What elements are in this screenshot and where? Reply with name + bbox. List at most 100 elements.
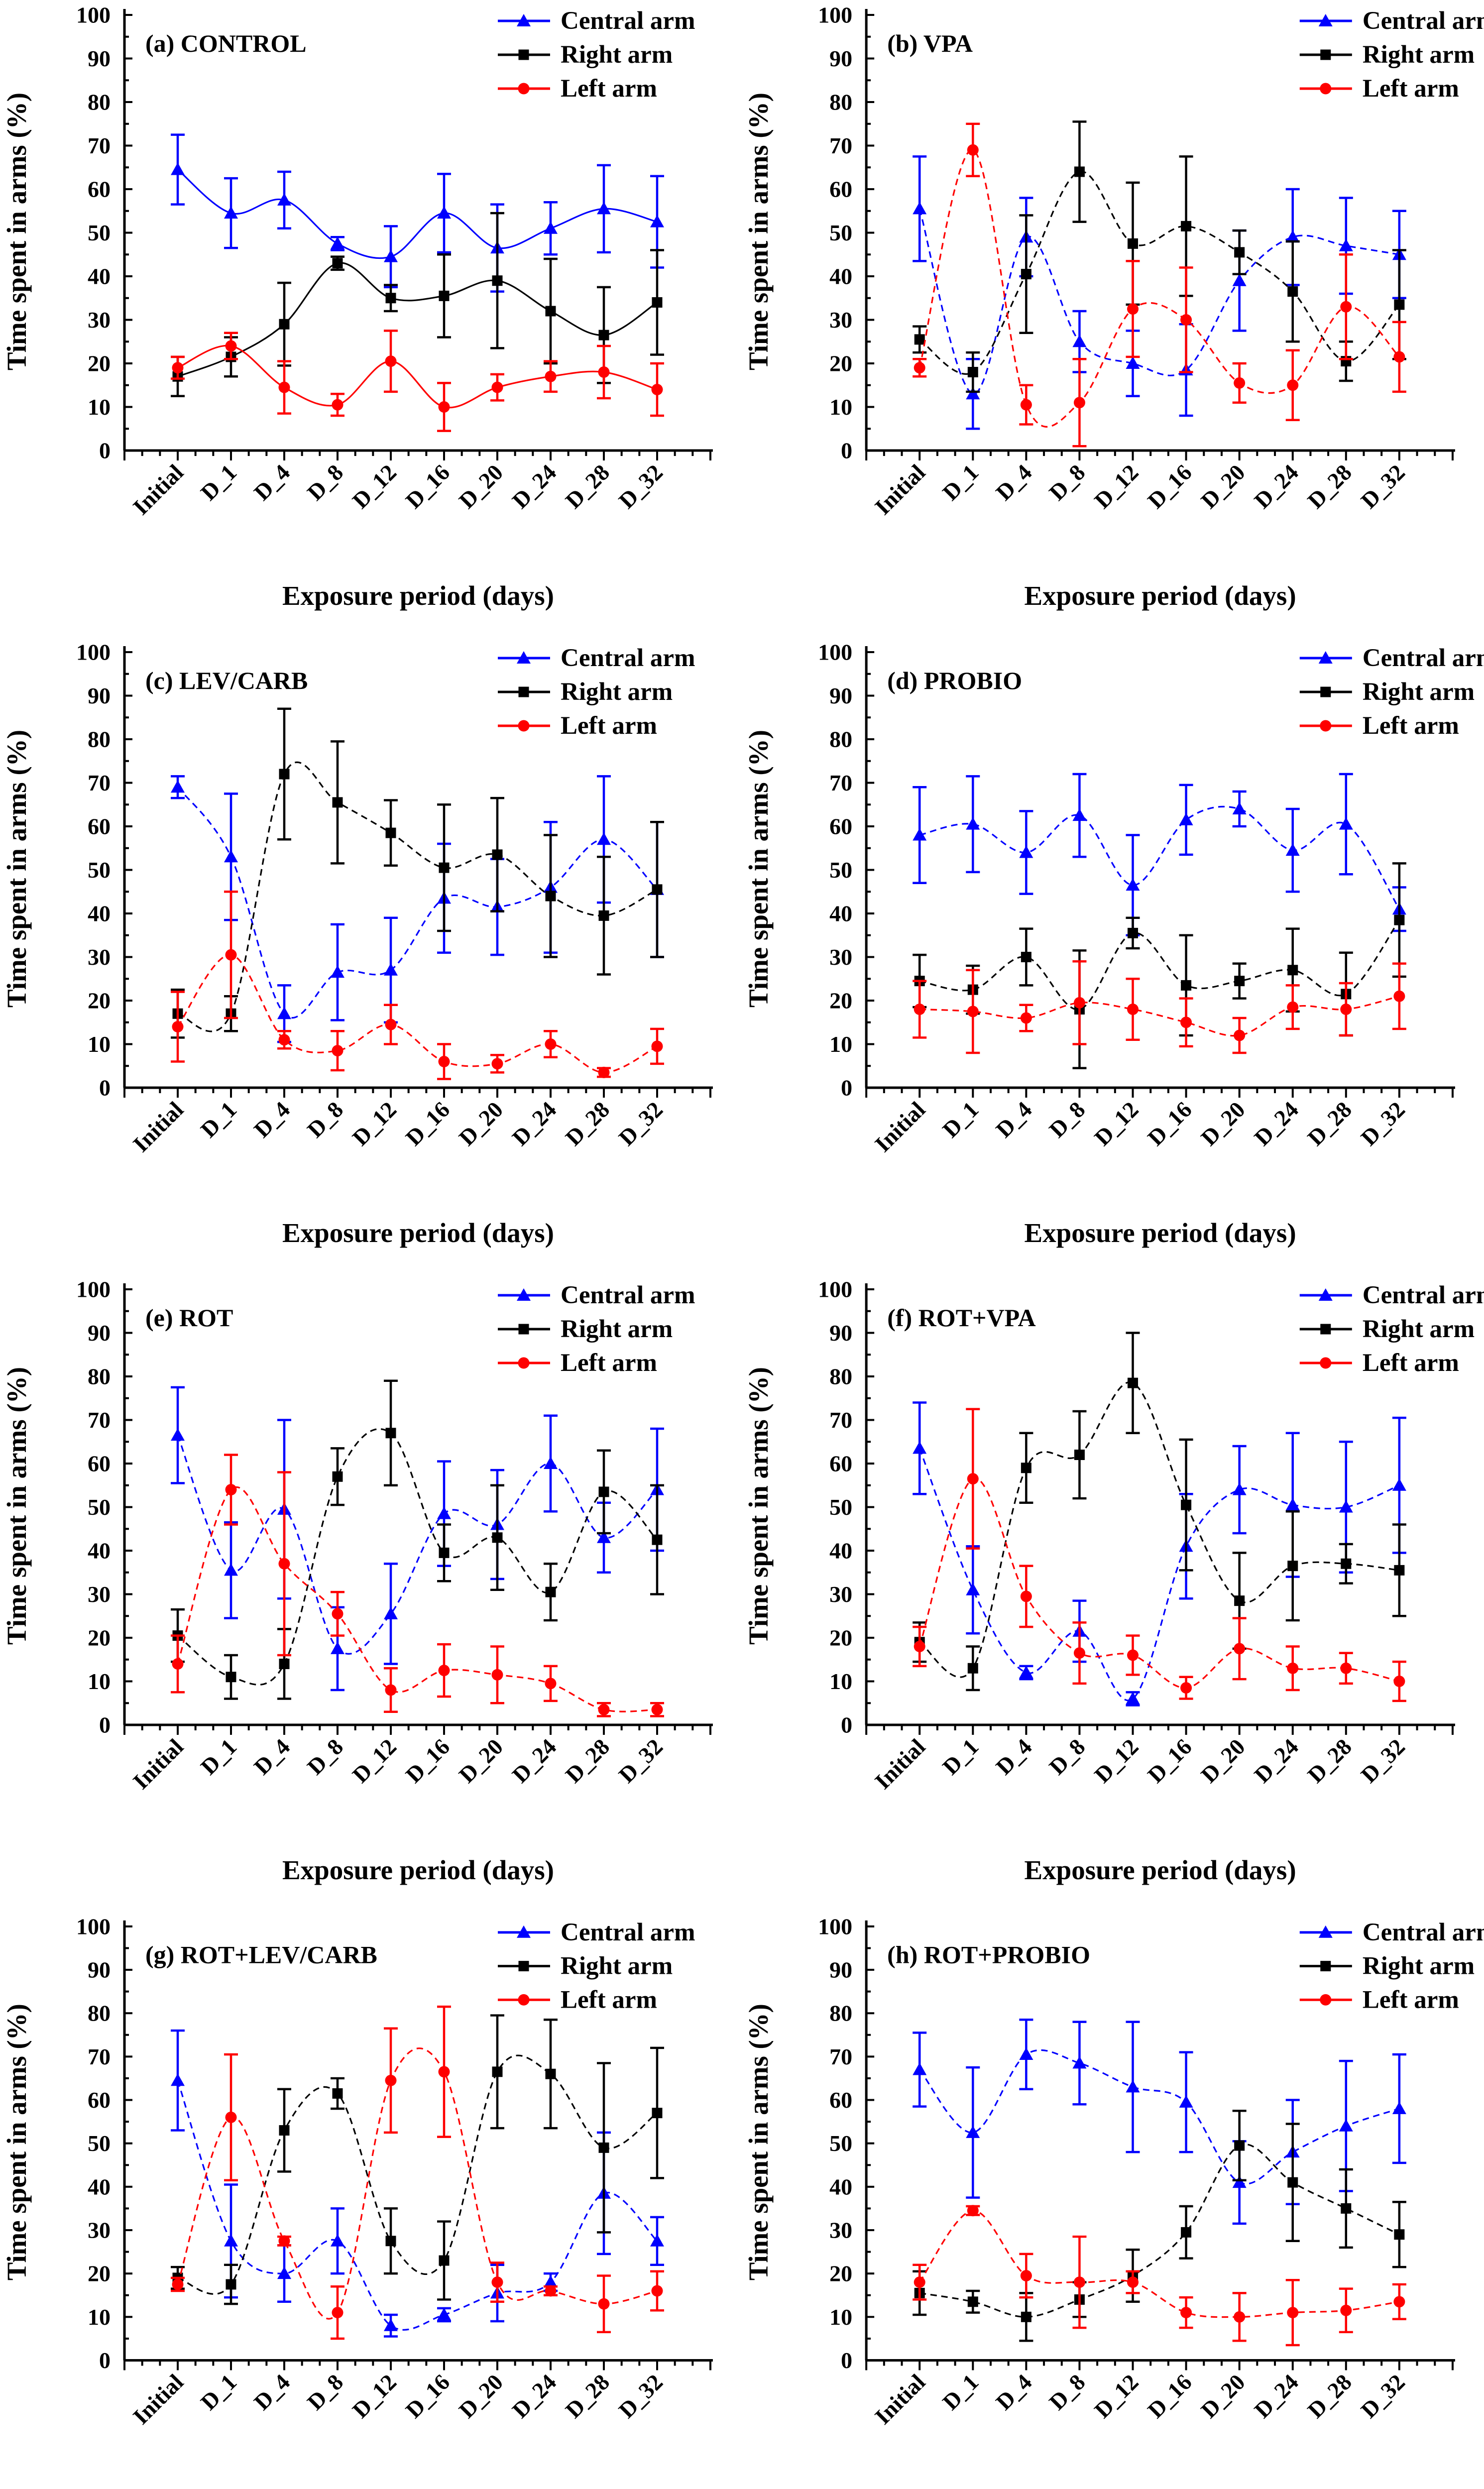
x-axis-title: Exposure period (days) xyxy=(282,1855,554,1885)
y-tick-label: 10 xyxy=(829,2304,852,2330)
data-point-triangle-icon xyxy=(1285,1498,1300,1511)
y-tick-label: 10 xyxy=(88,2304,111,2330)
data-point-circle-icon xyxy=(1073,2276,1085,2288)
data-point-square-icon xyxy=(1021,952,1031,962)
data-point-square-icon xyxy=(1181,221,1192,231)
series-line xyxy=(918,1477,1400,1689)
markers xyxy=(171,780,664,1019)
error-bars xyxy=(913,773,1406,936)
data-point-triangle-icon xyxy=(331,1641,344,1654)
series-line xyxy=(177,262,658,377)
y-tick-label: 10 xyxy=(88,1669,111,1694)
data-point-triangle-icon xyxy=(171,1428,185,1441)
x-tick-labels: Initial D_1 D_4 D_8D_12D_16D_20D_24D_28D_32 xyxy=(128,459,668,520)
data-point-circle-icon xyxy=(491,1669,503,1681)
data-point-square-icon xyxy=(545,2068,556,2079)
y-tick-label: 0 xyxy=(841,2348,852,2373)
series-line xyxy=(919,2144,1400,2318)
data-point-square-icon xyxy=(439,862,450,873)
x-tick-label-d-24: D_24 xyxy=(507,459,561,513)
x-tick-label-d-20: D_20 xyxy=(454,1097,508,1150)
y-tick-label: 20 xyxy=(829,2261,852,2286)
x-tick-labels: Initial D_1 D_4 D_8D_12D_16D_20D_24D_28D_32 xyxy=(128,2369,668,2429)
data-point-square-icon xyxy=(1181,1499,1192,1510)
series-right-arm xyxy=(171,707,664,1039)
data-point-circle-icon xyxy=(1020,2270,1032,2281)
data-point-square-icon xyxy=(226,2279,236,2290)
y-tick-labels: 0 10 20 30 40 50 60 70 80 90 100 xyxy=(818,1914,852,2373)
legend-circle-icon xyxy=(518,83,530,95)
legend-triangle-icon xyxy=(1318,651,1333,664)
y-ticks xyxy=(124,14,132,452)
data-point-circle-icon xyxy=(1287,1001,1299,1013)
series-left-arm xyxy=(171,1454,664,1717)
data-point-square-icon xyxy=(967,1663,978,1674)
data-point-triangle-icon xyxy=(1339,2119,1353,2132)
legend-item-right-arm: Right arm xyxy=(498,1315,673,1343)
y-tick-label: 100 xyxy=(818,1277,852,1302)
data-point-circle-icon xyxy=(545,1038,557,1050)
data-point-circle-icon xyxy=(172,362,184,374)
y-tick-label: 30 xyxy=(88,2218,111,2243)
series-line xyxy=(177,1435,658,1655)
legend-label: Central arm xyxy=(1363,644,1484,672)
y-tick-label: 60 xyxy=(829,814,852,839)
data-point-square-icon xyxy=(545,306,556,317)
panel-label: (b) VPA xyxy=(887,29,973,57)
data-point-square-icon xyxy=(279,319,290,330)
data-point-triangle-icon xyxy=(1126,878,1140,891)
data-point-square-icon xyxy=(1234,247,1245,258)
y-tick-label: 100 xyxy=(76,2,111,28)
x-tick-label-d-16: D_16 xyxy=(401,1734,455,1788)
data-point-circle-icon xyxy=(225,1484,237,1495)
data-point-circle-icon xyxy=(913,362,925,374)
data-point-circle-icon xyxy=(1073,1647,1085,1659)
x-tick-label-d-1: D_1 xyxy=(937,1734,983,1780)
data-point-circle-icon xyxy=(491,2276,503,2288)
data-point-triangle-icon xyxy=(331,236,344,249)
x-tick-label-d-28: D_28 xyxy=(1303,459,1357,513)
x-tick-label-d-4: D_4 xyxy=(249,459,295,505)
y-axis-title: Time spent in arms (%) xyxy=(1,93,32,370)
y-tick-label: 10 xyxy=(829,1669,852,1694)
legend-label: Central arm xyxy=(1363,1919,1484,1946)
y-axis-title: Time spent in arms (%) xyxy=(743,1367,774,1645)
series-right-arm xyxy=(913,120,1406,393)
legend-triangle-icon xyxy=(517,1288,531,1301)
legend-item-right-arm: Right arm xyxy=(498,1952,673,1980)
x-tick-label-d-28: D_28 xyxy=(561,1734,614,1788)
x-tick-label-d-1: D_1 xyxy=(196,1734,241,1780)
markers xyxy=(913,990,1405,1041)
data-point-circle-icon xyxy=(967,1006,979,1018)
x-tick-label-initial: Initial xyxy=(870,2369,930,2429)
data-point-circle-icon xyxy=(1234,377,1246,389)
legend: Central arm Right arm Left arm xyxy=(1299,644,1484,740)
x-tick-label-d-12: D_12 xyxy=(1089,1097,1143,1150)
y-ticks xyxy=(124,1288,132,1726)
data-point-circle-icon xyxy=(385,2074,397,2086)
legend-triangle-icon xyxy=(1318,1925,1333,1938)
data-point-square-icon xyxy=(1394,299,1405,310)
legend-triangle-icon xyxy=(517,651,531,664)
legend-item-right-arm: Right arm xyxy=(498,41,673,69)
y-tick-label: 20 xyxy=(88,988,111,1014)
data-point-triangle-icon xyxy=(1019,845,1033,858)
data-point-circle-icon xyxy=(438,2066,450,2078)
axes xyxy=(865,9,1455,452)
data-point-triangle-icon xyxy=(437,2308,451,2320)
x-tick-label-d-24: D_24 xyxy=(1249,459,1303,513)
legend-label: Central arm xyxy=(561,1919,695,1946)
data-point-circle-icon xyxy=(1340,301,1352,313)
y-tick-label: 60 xyxy=(88,1451,111,1476)
x-tick-label-d-8: D_8 xyxy=(302,459,348,505)
x-tick-labels: Initial D_1 D_4 D_8D_12D_16D_20D_24D_28D_32 xyxy=(870,1097,1410,1157)
data-point-circle-icon xyxy=(967,2205,979,2217)
legend-square-icon xyxy=(518,1324,529,1335)
data-point-circle-icon xyxy=(332,1608,343,1620)
y-tick-label: 90 xyxy=(88,683,111,708)
series-central-arm xyxy=(913,2019,1406,2225)
x-tick-label-d-32: D_32 xyxy=(614,459,668,513)
y-tick-label: 10 xyxy=(829,394,852,420)
series-right-arm xyxy=(913,1332,1406,1692)
x-axis-title: Exposure period (days) xyxy=(1024,1855,1296,1885)
